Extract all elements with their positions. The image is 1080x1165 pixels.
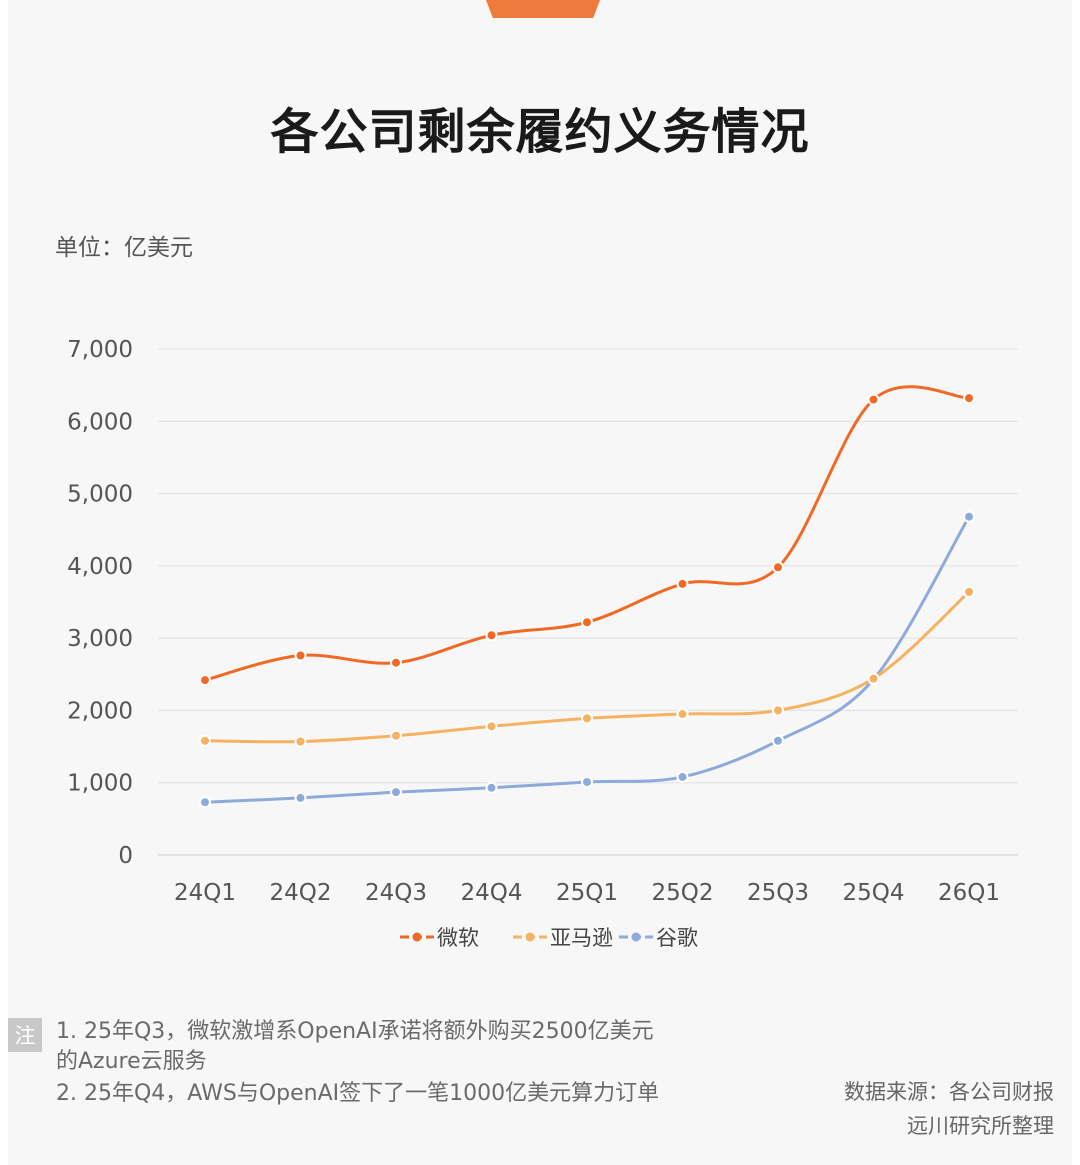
- y-tick-label: 6,000: [67, 409, 133, 435]
- y-tick-label: 0: [118, 843, 133, 869]
- data-point: [963, 585, 975, 598]
- data-point: [772, 704, 784, 717]
- data-point: [390, 729, 402, 742]
- series-group: [199, 385, 975, 809]
- data-point: [867, 672, 880, 685]
- x-tick-label: 25Q2: [651, 880, 713, 906]
- top-accent-tab: [486, 0, 600, 18]
- data-point: [199, 796, 211, 809]
- y-tick-label: 7,000: [67, 337, 133, 363]
- data-point: [199, 734, 211, 747]
- y-axis-ticks: 0 1,000 2,000 3,000 4,000 5,000 6,000 7,000: [67, 337, 133, 869]
- data-point: [199, 674, 211, 687]
- data-point: [485, 781, 498, 794]
- y-tick-label: 5,000: [67, 482, 133, 508]
- data-point: [581, 616, 593, 629]
- x-tick-label: 24Q2: [269, 880, 331, 906]
- legend-label: 亚马逊: [550, 926, 613, 950]
- legend-marker: [631, 932, 641, 942]
- data-point: [581, 712, 593, 725]
- data-point: [676, 708, 689, 721]
- x-tick-label: 25Q3: [747, 880, 809, 906]
- note-line-2: 2. 25年Q4，AWS与OpenAI签下了一笔1000亿美元算力订单: [56, 1081, 660, 1106]
- note-line-1b: 的Azure云服务: [56, 1049, 207, 1074]
- grid-lines: [158, 348, 1018, 856]
- y-tick-label: 3,000: [67, 626, 133, 652]
- data-point: [485, 629, 498, 642]
- data-point: [676, 770, 689, 783]
- data-point: [772, 734, 784, 747]
- legend-marker: [525, 932, 535, 942]
- data-point: [294, 649, 307, 662]
- note-tag: 注: [8, 1018, 42, 1052]
- data-point: [963, 392, 975, 405]
- data-point: [485, 720, 498, 733]
- data-point: [581, 775, 593, 788]
- y-tick-label: 4,000: [67, 554, 133, 580]
- y-tick-label: 2,000: [67, 698, 133, 724]
- legend-marker: [412, 932, 422, 942]
- legend-label: 谷歌: [656, 926, 698, 950]
- source-line-1: 数据来源：各公司财报: [844, 1080, 1054, 1104]
- chart-card: [8, 0, 1072, 1165]
- x-tick-label: 24Q4: [460, 880, 522, 906]
- series-line: [203, 515, 971, 804]
- data-point: [963, 510, 975, 523]
- x-tick-label: 24Q3: [365, 880, 427, 906]
- series-line: [203, 385, 971, 682]
- data-point: [676, 577, 689, 590]
- data-point: [867, 393, 880, 406]
- legend: 微软 亚马逊 谷歌: [400, 926, 698, 950]
- x-tick-label: 26Q1: [938, 880, 1000, 906]
- legend-label: 微软: [437, 926, 479, 950]
- source-line-2: 远川研究所整理: [907, 1114, 1054, 1138]
- data-point: [390, 656, 402, 669]
- note-line-1: 1. 25年Q3，微软激增系OpenAI承诺将额外购买2500亿美元: [56, 1019, 654, 1044]
- y-tick-label: 1,000: [67, 771, 133, 797]
- data-point: [294, 791, 307, 804]
- chart-title: 各公司剩余履约义务情况: [270, 104, 810, 160]
- x-tick-label: 24Q1: [174, 880, 236, 906]
- line-chart: 0 1,000 2,000 3,000 4,000 5,000 6,000 7,000 24Q…: [67, 337, 1018, 950]
- x-tick-label: 25Q4: [842, 880, 904, 906]
- x-tick-label: 25Q1: [556, 880, 618, 906]
- unit-label: 单位：亿美元: [55, 235, 193, 261]
- data-point: [772, 561, 784, 574]
- x-axis-ticks: 24Q1 24Q2 24Q3 24Q4 25Q1 25Q2 25Q3 25Q4 26Q1: [174, 880, 1000, 906]
- data-point: [294, 735, 307, 748]
- data-point: [390, 786, 402, 799]
